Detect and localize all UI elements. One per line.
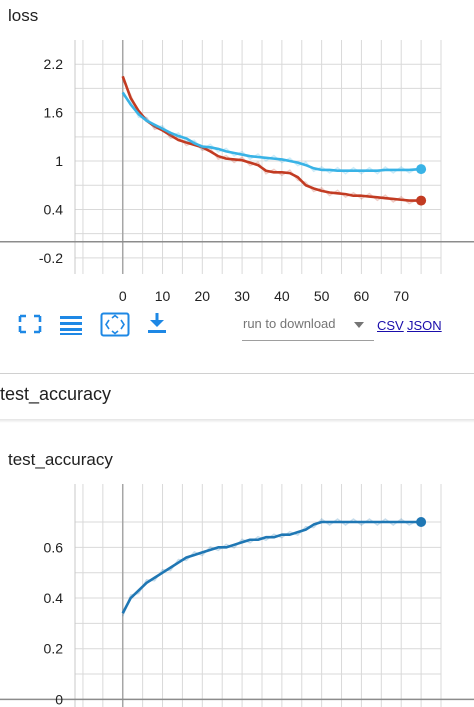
section-header-shadow xyxy=(0,419,474,423)
x-tick-label: 10 xyxy=(155,288,171,304)
series-line xyxy=(121,91,422,173)
fit-domain-icon[interactable] xyxy=(100,312,130,337)
x-tick-label: 60 xyxy=(354,288,370,304)
chevron-down-icon xyxy=(354,322,364,328)
fullscreen-icon[interactable] xyxy=(17,312,43,336)
test-accuracy-chart[interactable]: 0 0.2 0.4 0.6 xyxy=(0,470,474,707)
x-tick-label: 70 xyxy=(393,288,409,304)
y-tick-label: 0.4 xyxy=(44,590,64,606)
y-tick-label: 0.4 xyxy=(44,201,64,217)
x-tick-label: 50 xyxy=(314,288,330,304)
series-raw-line xyxy=(122,518,422,617)
x-tick-label: 0 xyxy=(119,288,127,304)
y-tick-label: 1.6 xyxy=(44,105,64,121)
section-divider xyxy=(0,373,474,374)
series-line xyxy=(121,75,422,202)
y-tick-label: 0.2 xyxy=(44,641,64,657)
series-end-point xyxy=(416,164,427,175)
download-icon[interactable] xyxy=(144,311,170,335)
loss-chart[interactable]: -0.2 0.4 1 1.6 2.2 0 10 20 30 40 50 60 70 xyxy=(0,0,474,305)
x-tick-label: 40 xyxy=(274,288,290,304)
json-download-link[interactable]: JSON xyxy=(407,318,442,333)
loss-chart-title: loss xyxy=(8,6,39,25)
accuracy-chart-title: test_accuracy xyxy=(8,450,113,469)
x-tick-label: 30 xyxy=(234,288,250,304)
run-select-label: run to download xyxy=(243,316,336,331)
list-icon[interactable] xyxy=(58,312,84,336)
series-line xyxy=(121,520,422,614)
y-tick-label: 0 xyxy=(55,691,63,707)
section-header-test-accuracy[interactable]: test_accuracy xyxy=(0,384,112,404)
series-end-point xyxy=(416,517,427,528)
y-tick-label: -0.2 xyxy=(39,250,63,266)
y-tick-label: 2.2 xyxy=(44,56,64,72)
x-tick-label: 20 xyxy=(195,288,211,304)
y-tick-label: 1 xyxy=(55,153,63,169)
csv-download-link[interactable]: CSV xyxy=(377,318,404,333)
run-to-download-select[interactable]: run to download xyxy=(242,314,374,341)
series-end-point xyxy=(416,195,427,206)
y-tick-label: 0.6 xyxy=(44,539,64,555)
